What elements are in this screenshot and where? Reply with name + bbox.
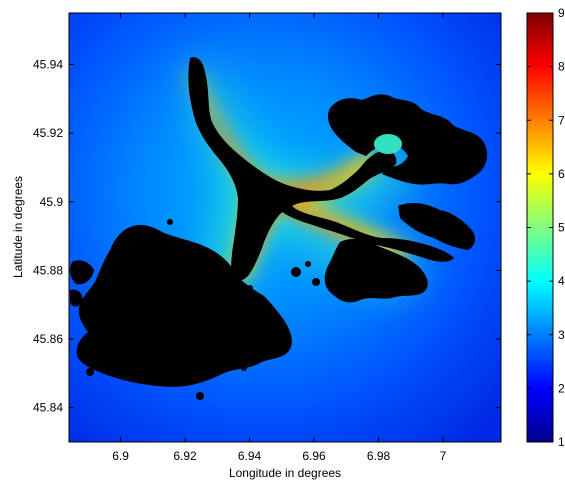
colorbar-tick-label: 7: [558, 113, 565, 127]
y-tick-label: 45.86: [33, 332, 63, 346]
heatmap-plot: [69, 13, 501, 442]
y-tick-label: 45.84: [33, 401, 63, 415]
plot-frame: [68, 12, 502, 443]
colorbar-tick-label: 9: [558, 6, 565, 20]
y-tick-label: 45.88: [33, 263, 63, 277]
y-tick-label: 45.9: [40, 195, 64, 209]
colorbar-tick-label: 2: [558, 381, 565, 395]
colorbar-tick-label: 3: [558, 328, 565, 342]
x-tick-label: 6.98: [367, 449, 391, 463]
colorbar-tick-label: 6: [558, 167, 565, 181]
y-axis-label: Latitude in degrees: [11, 176, 25, 278]
y-tick-label: 45.94: [33, 57, 63, 71]
x-tick-label: 6.96: [302, 449, 326, 463]
y-ticks: 45.84 45.86 45.88 45.9 45.92 45.94: [33, 57, 501, 415]
x-axis-label: Longitude in degrees: [229, 466, 341, 480]
x-tick-label: 6.92: [173, 449, 197, 463]
colorbar-tick-label: 8: [558, 60, 565, 74]
colorbar-ticks: 1 2 3 4 5 6 7 8 9: [527, 6, 565, 449]
x-ticks: 6.9 6.92 6.94 6.96 6.98 7: [112, 13, 447, 463]
masked-region: [69, 57, 488, 400]
y-tick-label: 45.92: [33, 126, 63, 140]
x-tick-label: 6.94: [238, 449, 262, 463]
colorbar-tick-label: 4: [558, 274, 565, 288]
colorbar-tick-label: 1: [558, 435, 565, 449]
colorbar-tick-label: 5: [558, 221, 565, 235]
colorbar: [527, 13, 553, 442]
x-tick-label: 6.9: [112, 449, 129, 463]
x-tick-label: 7: [440, 449, 447, 463]
